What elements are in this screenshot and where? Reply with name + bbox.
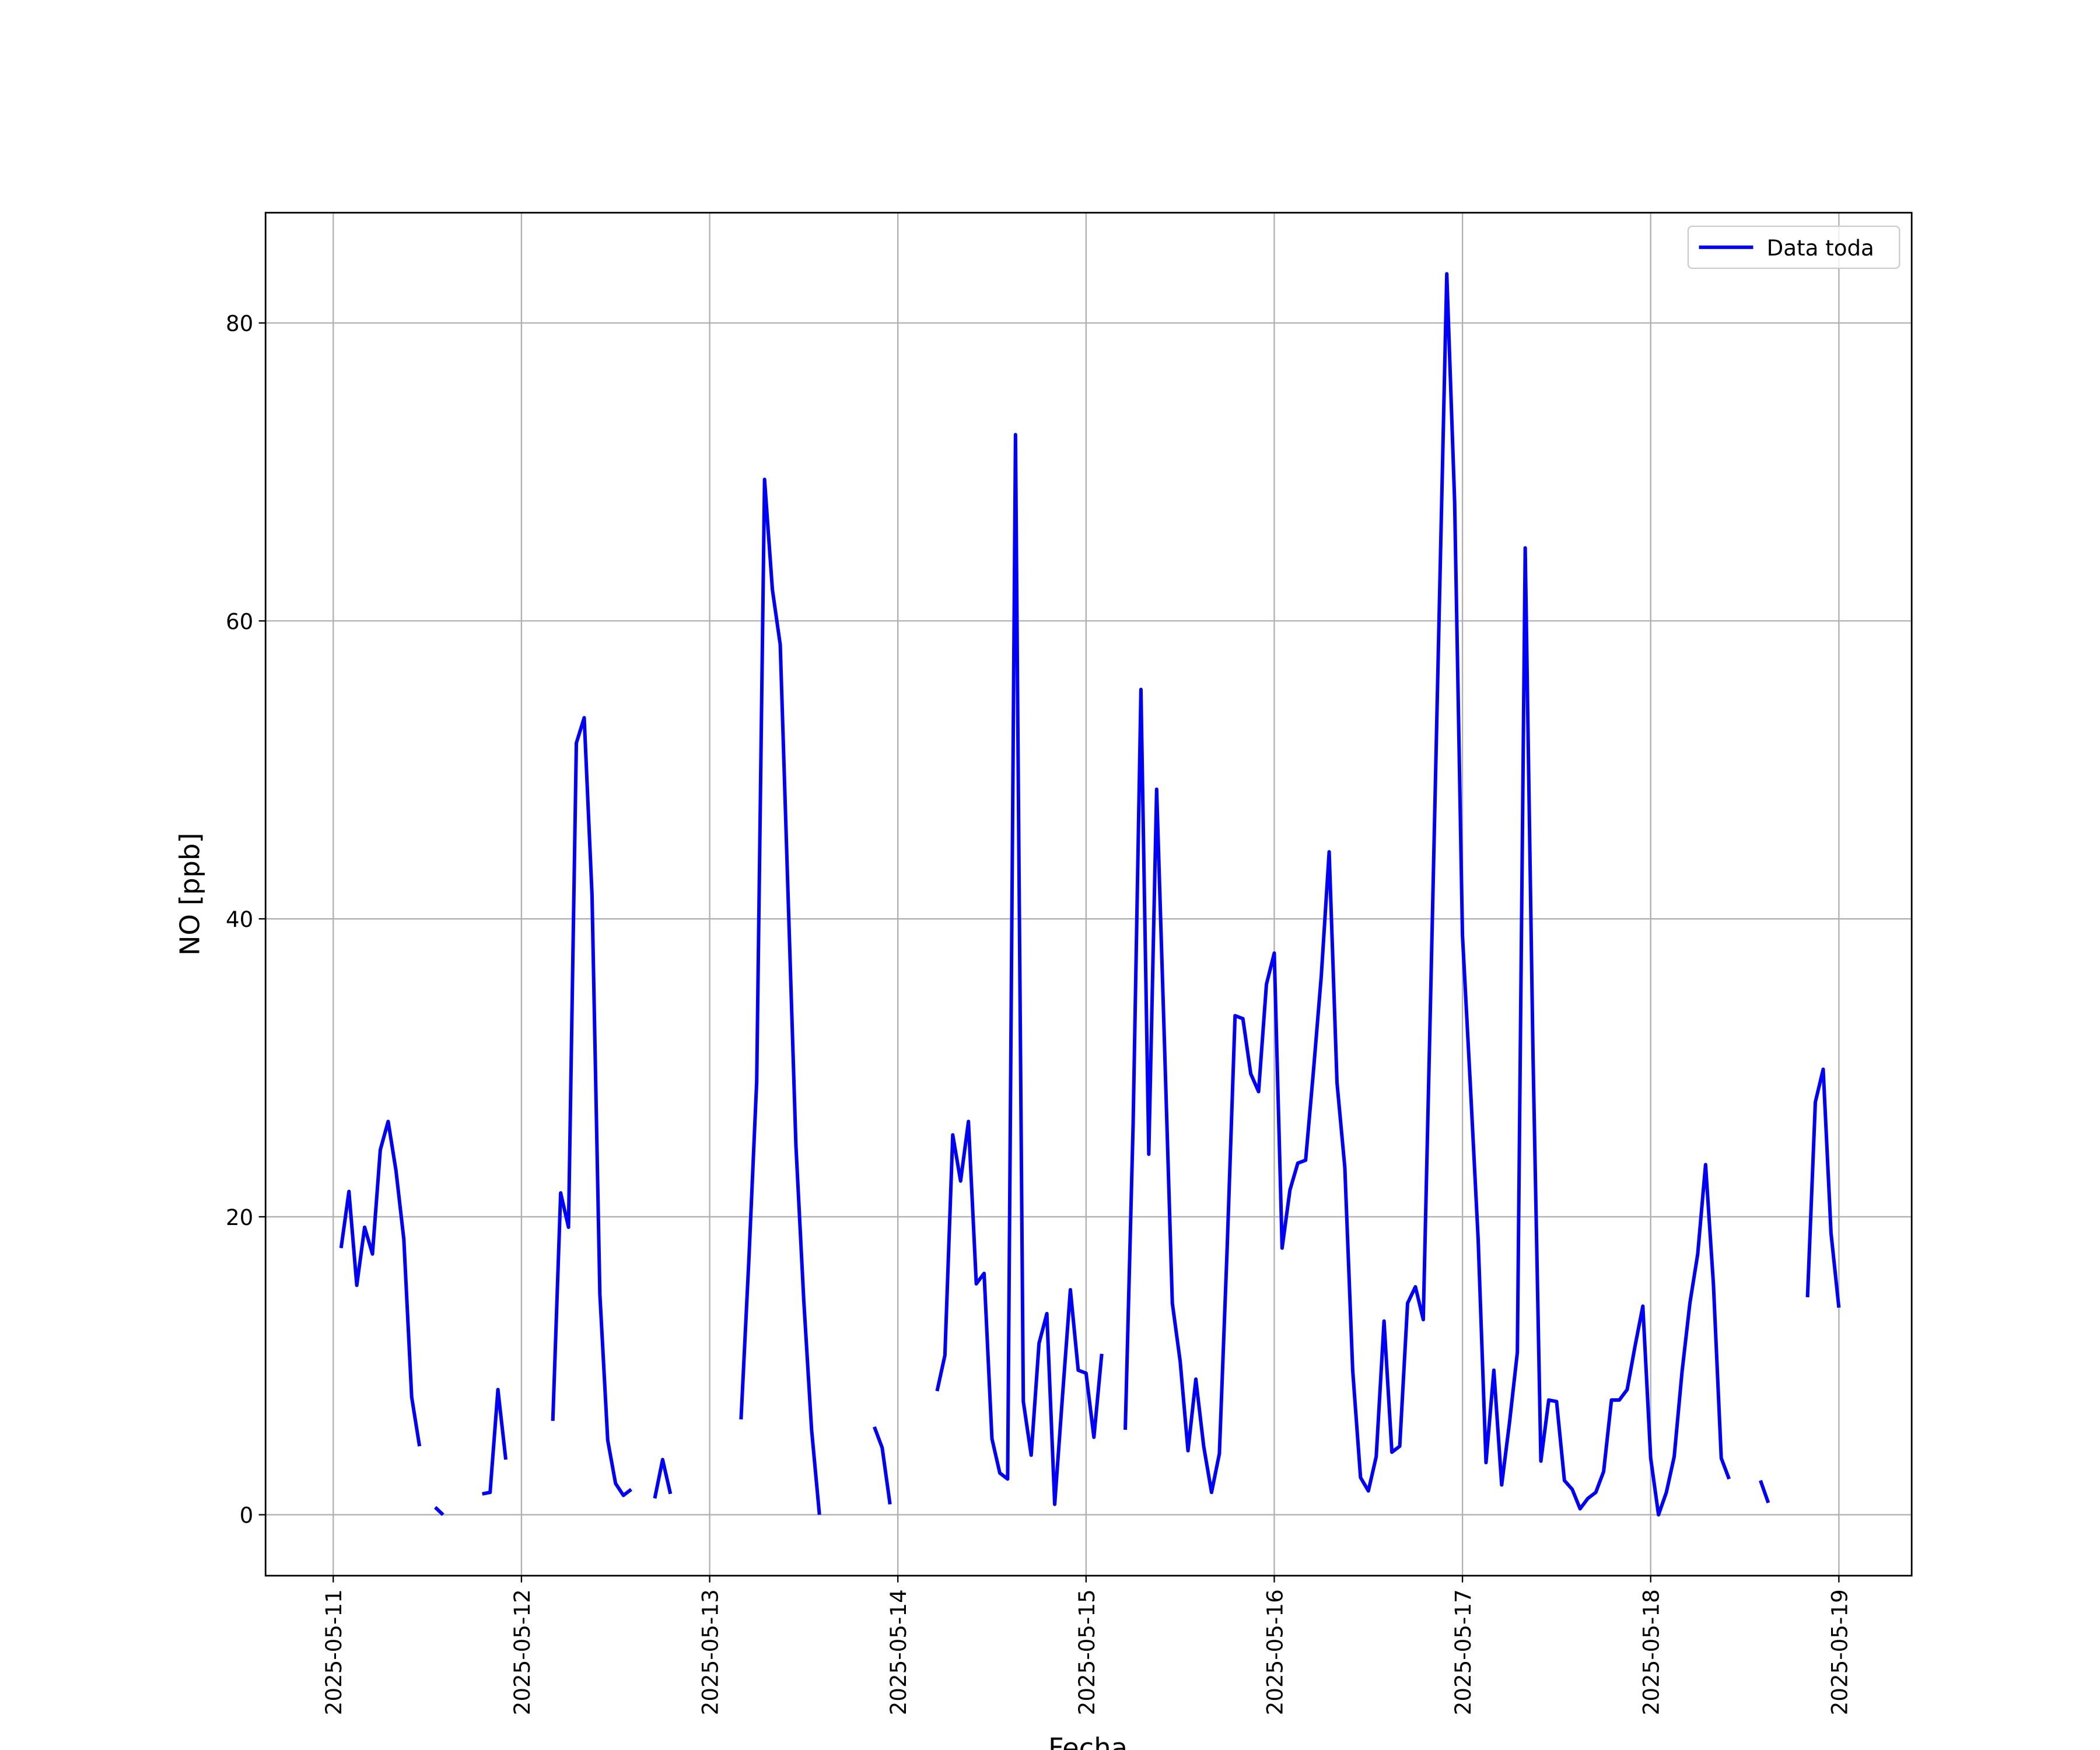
x-tick-label: 2025-05-12 [510, 1589, 535, 1715]
x-tick-label: 2025-05-18 [1639, 1589, 1664, 1715]
x-tick-label: 2025-05-16 [1262, 1589, 1287, 1715]
x-tick-label: 2025-05-14 [886, 1589, 911, 1715]
x-tick-label: 2025-05-13 [698, 1589, 723, 1715]
y-tick-label: 60 [226, 609, 253, 634]
legend-label: Data toda [1767, 236, 1874, 261]
y-axis-label: NO [ppb] [174, 833, 205, 956]
data-line [339, 272, 1841, 1517]
x-tick-label: 2025-05-15 [1074, 1589, 1100, 1715]
y-tick-label: 80 [226, 312, 253, 337]
x-tick-label: 2025-05-17 [1451, 1589, 1476, 1715]
legend-box [1687, 225, 1901, 270]
plot-frame [264, 212, 1913, 1577]
y-tick-label: 40 [226, 907, 253, 932]
x-tick-label: 2025-05-11 [321, 1589, 346, 1715]
y-tick-label: 0 [240, 1503, 254, 1528]
y-tick-label: 20 [226, 1205, 253, 1230]
x-axis-label: Fecha [1048, 1732, 1128, 1750]
legend: Data toda [1687, 225, 1901, 270]
x-tick-label: 2025-05-19 [1827, 1589, 1852, 1715]
